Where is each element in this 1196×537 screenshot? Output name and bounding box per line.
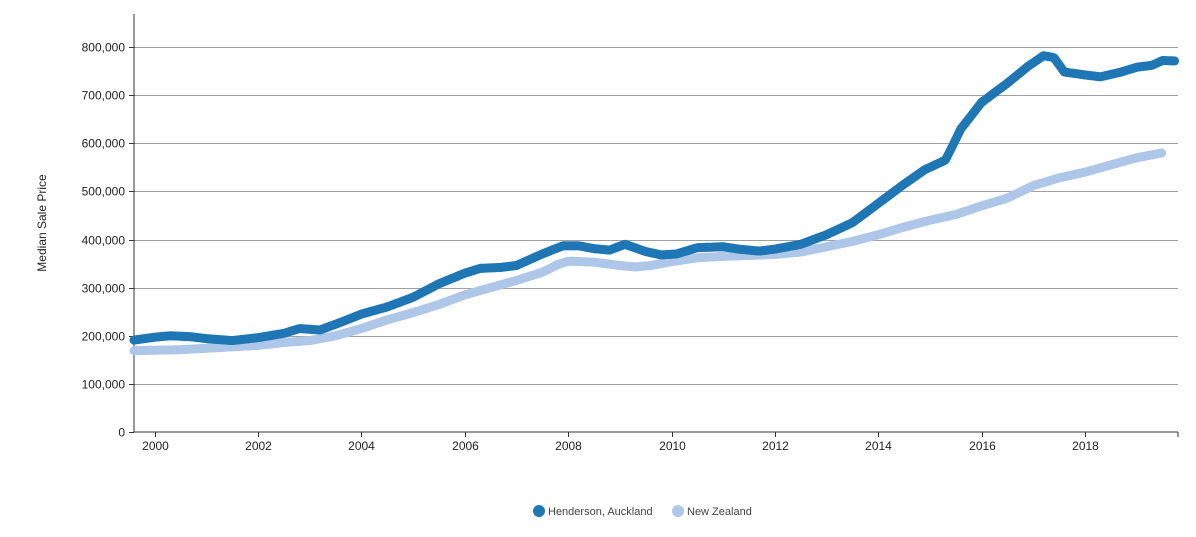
legend-label-new-zealand[interactable]: New Zealand: [687, 506, 752, 518]
series-line: [131, 52, 1179, 344]
x-tick-label: 2002: [245, 439, 272, 453]
y-tick-label: 700,000: [82, 89, 126, 103]
y-axis-ticks: 0 100,000 200,000 300,000 400,000 500,000 600,…: [82, 41, 134, 440]
series: [129, 51, 1180, 356]
y-tick-label: 500,000: [82, 185, 126, 199]
y-tick-label: 0: [118, 426, 125, 440]
legend-label-henderson[interactable]: Henderson, Auckland: [548, 506, 653, 518]
data-point: [1170, 56, 1180, 66]
series-new-zealand: [129, 148, 1167, 356]
legend-marker-new-zealand: [672, 505, 684, 517]
x-tick-label: 2006: [452, 439, 479, 453]
data-point: [1157, 148, 1167, 158]
legend-item-new-zealand[interactable]: New Zealand: [672, 505, 752, 518]
x-tick-label: 2018: [1072, 439, 1099, 453]
legend[interactable]: Henderson, Auckland New Zealand: [533, 505, 752, 518]
x-tick-label: 2000: [142, 439, 169, 453]
legend-item-henderson[interactable]: Henderson, Auckland: [533, 505, 653, 518]
series-henderson-auckland: [129, 51, 1180, 345]
y-tick-label: 800,000: [82, 41, 126, 55]
x-tick-label: 2016: [969, 439, 996, 453]
x-tick-label: 2014: [865, 439, 892, 453]
y-tick-label: 400,000: [82, 234, 126, 248]
y-tick-label: 600,000: [82, 137, 126, 151]
x-axis-ticks: 2000 2002 2004 2006 2008 2010 2012 2014 2016 2018: [142, 432, 1179, 453]
x-tick-label: 2004: [348, 439, 375, 453]
x-tick-label: 2008: [555, 439, 582, 453]
x-tick-label: 2012: [762, 439, 789, 453]
legend-marker-henderson: [533, 505, 545, 517]
y-tick-label: 100,000: [82, 378, 126, 392]
y-tick-label: 200,000: [82, 330, 126, 344]
y-tick-label: 300,000: [82, 282, 126, 296]
y-axis-title: Median Sale Price: [35, 174, 49, 272]
x-tick-label: 2010: [659, 439, 686, 453]
